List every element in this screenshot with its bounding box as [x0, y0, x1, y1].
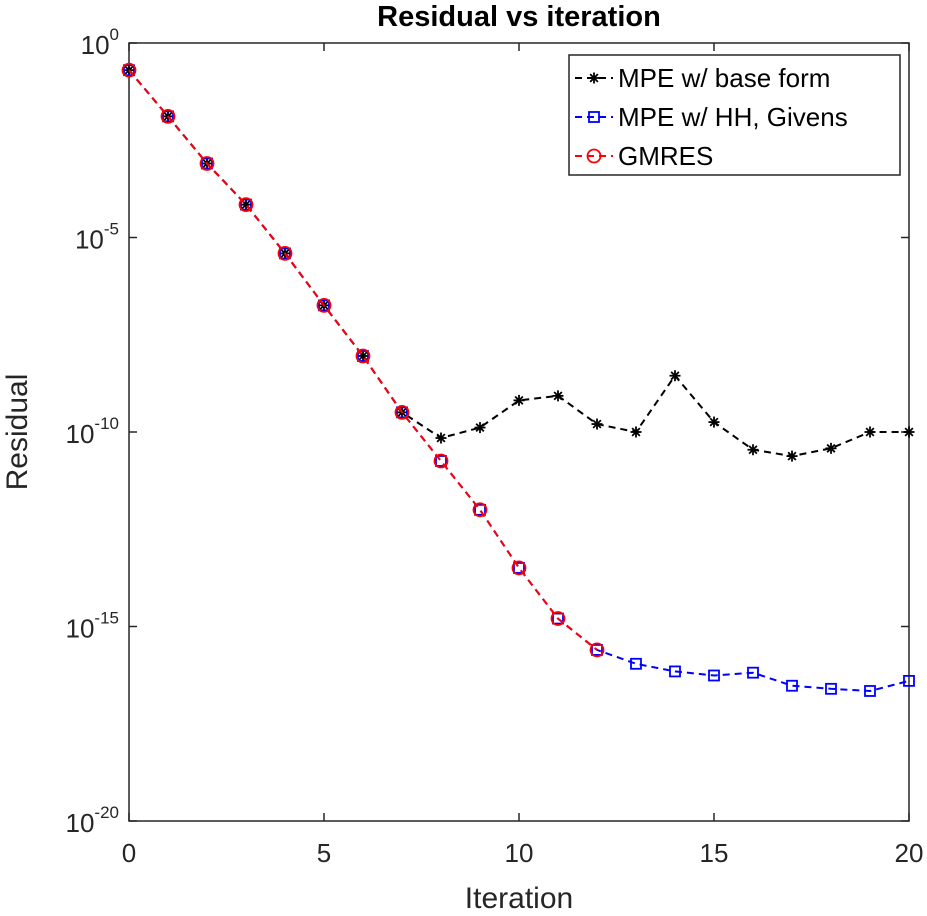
- legend-entry: MPE w/ HH, Givens: [575, 102, 848, 132]
- data-point: [669, 665, 681, 678]
- data-point: [630, 657, 642, 670]
- data-point: [160, 108, 176, 124]
- data-point: [201, 157, 213, 170]
- data-point: [435, 455, 447, 467]
- legend-entry: MPE w/ base form: [575, 63, 830, 93]
- data-point: [121, 62, 137, 78]
- data-point: [630, 426, 642, 438]
- data-point: [513, 394, 525, 406]
- y-tick-exponent: -15: [94, 609, 119, 628]
- data-point: [396, 406, 408, 419]
- y-tick-label: 10-20: [66, 803, 120, 838]
- series-line: [128, 69, 909, 458]
- data-point: [240, 198, 252, 211]
- legend-label: MPE w/ base form: [618, 63, 830, 93]
- legend-box: [568, 54, 901, 176]
- y-tick-label: 10-10: [66, 414, 120, 449]
- data-point: [589, 642, 605, 658]
- y-tick-exponent: -5: [104, 220, 119, 239]
- y-tick-base: 10: [75, 225, 104, 255]
- series-gmres: [121, 62, 605, 658]
- data-point: [591, 644, 603, 656]
- data-point: [279, 247, 291, 260]
- y-tick-base: 10: [66, 808, 95, 838]
- data-point: [123, 64, 135, 77]
- y-tick-base: 10: [66, 614, 95, 644]
- y-tick-exponent: 0: [110, 25, 119, 44]
- legend-marker: [586, 148, 602, 164]
- data-point: [199, 156, 215, 171]
- x-axis-ticks: 0 5 10 15 20: [122, 43, 924, 868]
- data-point: [238, 197, 254, 213]
- series-layer: [121, 62, 915, 697]
- data-point: [357, 350, 369, 362]
- data-point: [552, 612, 564, 625]
- legend-marker: [588, 72, 600, 84]
- legend: MPE w/ base form MPE w/ HH, Givens GMRES: [568, 54, 901, 176]
- chart-title: Residual vs iteration: [377, 1, 661, 33]
- x-tick-label: 0: [122, 838, 136, 868]
- data-point: [669, 370, 681, 382]
- data-point: [435, 432, 447, 444]
- legend-marker: [588, 111, 600, 123]
- x-tick-label: 20: [895, 838, 924, 868]
- data-point: [277, 246, 293, 261]
- y-tick-label: 10-5: [75, 220, 119, 255]
- data-point: [511, 560, 527, 576]
- data-point: [591, 418, 603, 430]
- data-point: [394, 404, 410, 420]
- data-point: [747, 666, 759, 679]
- series-mpe-w-hh-givens: [123, 64, 915, 697]
- x-tick-label: 15: [700, 838, 729, 868]
- data-point: [316, 297, 332, 313]
- data-point: [903, 674, 915, 687]
- data-point: [474, 422, 486, 434]
- y-tick-exponent: -10: [94, 414, 119, 433]
- legend-entry: GMRES: [575, 141, 713, 171]
- data-point: [864, 426, 876, 438]
- data-point: [708, 669, 720, 682]
- data-point: [550, 611, 566, 626]
- y-tick-base: 10: [66, 419, 95, 449]
- x-axis-label: Iteration: [465, 882, 573, 915]
- data-point: [747, 444, 759, 456]
- data-point: [825, 682, 837, 695]
- data-point: [864, 685, 876, 697]
- data-point: [433, 453, 449, 469]
- legend-label: MPE w/ HH, Givens: [618, 102, 848, 132]
- y-axis-label: Residual: [1, 374, 34, 491]
- data-point: [318, 299, 330, 312]
- data-point: [355, 348, 371, 364]
- x-tick-label: 5: [317, 838, 331, 868]
- y-tick-exponent: -20: [94, 803, 119, 822]
- data-point: [513, 562, 525, 574]
- data-point: [825, 442, 837, 454]
- legend-label: GMRES: [618, 141, 713, 171]
- data-point: [786, 450, 798, 462]
- y-tick-base: 10: [81, 30, 110, 60]
- series-mpe-w-base-form: [123, 64, 915, 462]
- data-point: [786, 679, 798, 692]
- y-tick-label: 10-15: [66, 609, 120, 644]
- data-point: [903, 426, 915, 438]
- data-point: [472, 502, 488, 518]
- data-point: [552, 390, 564, 402]
- data-point: [162, 110, 174, 123]
- series-line: [128, 69, 598, 651]
- data-point: [708, 416, 720, 428]
- y-tick-label: 100: [81, 25, 119, 60]
- data-point: [474, 503, 486, 516]
- x-tick-label: 10: [505, 838, 534, 868]
